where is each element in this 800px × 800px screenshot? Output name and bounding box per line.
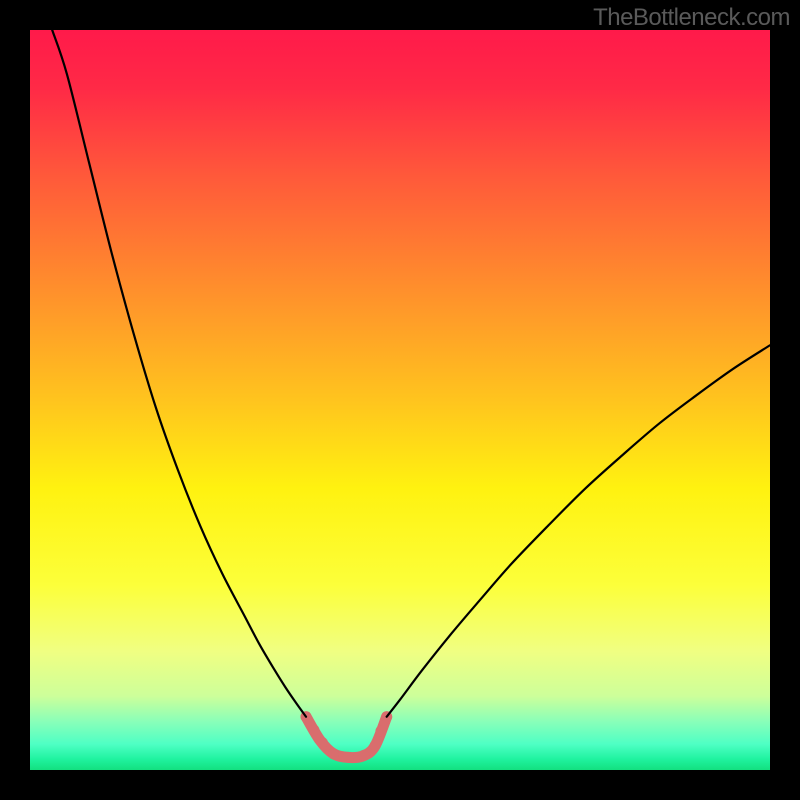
optimal-range-dot: [343, 752, 354, 763]
optimal-range-dot: [375, 726, 386, 737]
chart-background: [30, 30, 770, 770]
bottleneck-chart: [0, 0, 800, 800]
optimal-range-dot: [308, 725, 319, 736]
optimal-range-dot: [370, 740, 381, 751]
optimal-range-dot: [358, 750, 369, 761]
watermark-text: TheBottleneck.com: [593, 4, 790, 32]
optimal-range-dot: [317, 737, 328, 748]
optimal-range-dot: [328, 748, 339, 759]
